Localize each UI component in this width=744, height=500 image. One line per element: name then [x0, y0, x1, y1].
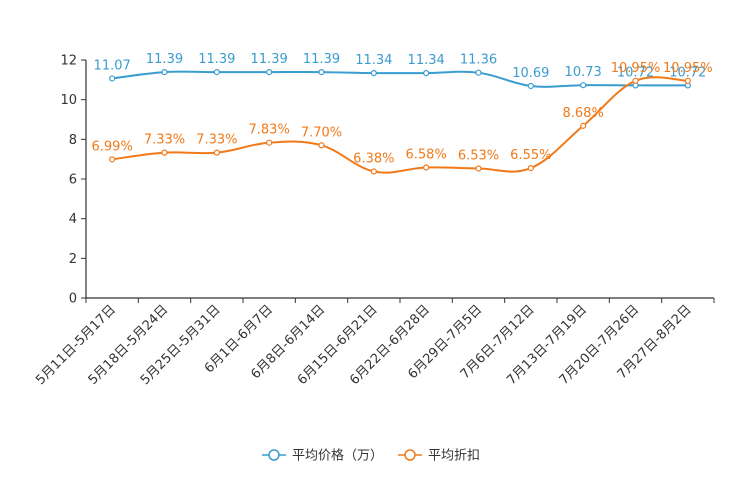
series-line-1: [112, 76, 688, 174]
data-label: 11.39: [146, 52, 183, 67]
y-tick-label: 10: [60, 93, 77, 108]
data-point: [580, 82, 587, 89]
legend-label: 平均价格（万）: [292, 448, 383, 464]
data-label: 11.36: [460, 53, 497, 68]
data-point: [318, 68, 325, 76]
series-layer: [109, 68, 691, 175]
y-tick-label: 4: [69, 212, 77, 227]
legend-marker-icon: [404, 449, 416, 461]
data-label: 7.83%: [249, 123, 290, 138]
data-label: 6.38%: [353, 151, 394, 166]
data-point: [213, 149, 220, 156]
data-point: [370, 168, 377, 175]
data-point: [527, 164, 534, 172]
data-label: 11.34: [408, 53, 445, 68]
data-label: 6.53%: [458, 148, 499, 163]
legend-item[interactable]: 平均价格（万）: [262, 448, 383, 464]
data-label: 6.58%: [406, 147, 447, 162]
data-point: [161, 149, 168, 156]
y-tick-label: 8: [69, 133, 77, 148]
data-point: [161, 68, 168, 76]
data-label: 7.70%: [301, 125, 342, 140]
data-point: [684, 77, 691, 84]
data-point: [109, 156, 116, 163]
data-label: 8.68%: [563, 106, 604, 121]
data-label: 10.69: [512, 66, 549, 81]
data-label: 6.55%: [510, 148, 551, 163]
data-point: [318, 142, 325, 149]
data-label: 11.39: [303, 52, 340, 67]
y-tick-label: 6: [69, 173, 77, 188]
data-label: 11.39: [198, 52, 235, 67]
y-tick-label: 2: [69, 252, 77, 267]
y-tick-label: 12: [60, 54, 77, 69]
series-line-0: [112, 70, 688, 88]
data-point: [266, 139, 273, 146]
data-label: 10.73: [565, 65, 602, 80]
data-label: 10.72: [669, 65, 706, 80]
data-label: 11.39: [251, 52, 288, 67]
data-label: 11.07: [94, 58, 131, 73]
data-point: [266, 68, 273, 76]
axes: 0246810125月11日-5月17日5月18日-5月24日5月25日-5月3…: [33, 54, 715, 388]
legend-label: 平均折扣: [428, 449, 480, 464]
legend-item[interactable]: 平均折扣: [398, 449, 480, 464]
y-tick-label: 0: [69, 292, 77, 307]
data-label: 11.34: [355, 53, 392, 68]
data-label: 7.33%: [196, 133, 237, 148]
data-label: 6.99%: [92, 139, 133, 154]
legend[interactable]: 平均价格（万） 平均折扣: [262, 448, 480, 464]
data-labels: 11.07 11.39 11.39 11.39 11.39 11.34 11.34 11.36…: [92, 52, 713, 166]
data-point: [213, 68, 220, 76]
legend-marker-icon: [268, 449, 280, 461]
data-label: 10.95%: [663, 61, 713, 76]
data-point: [527, 82, 534, 90]
data-point: [475, 165, 482, 172]
data-label: 10.72: [617, 65, 654, 80]
data-point: [370, 69, 377, 77]
data-label: 7.33%: [144, 133, 185, 148]
data-point: [109, 75, 116, 82]
data-point: [475, 69, 482, 76]
data-label: 10.95%: [611, 61, 661, 76]
data-point: [580, 122, 587, 129]
data-point: [632, 77, 639, 84]
data-point: [423, 164, 430, 171]
data-point: [423, 69, 430, 77]
